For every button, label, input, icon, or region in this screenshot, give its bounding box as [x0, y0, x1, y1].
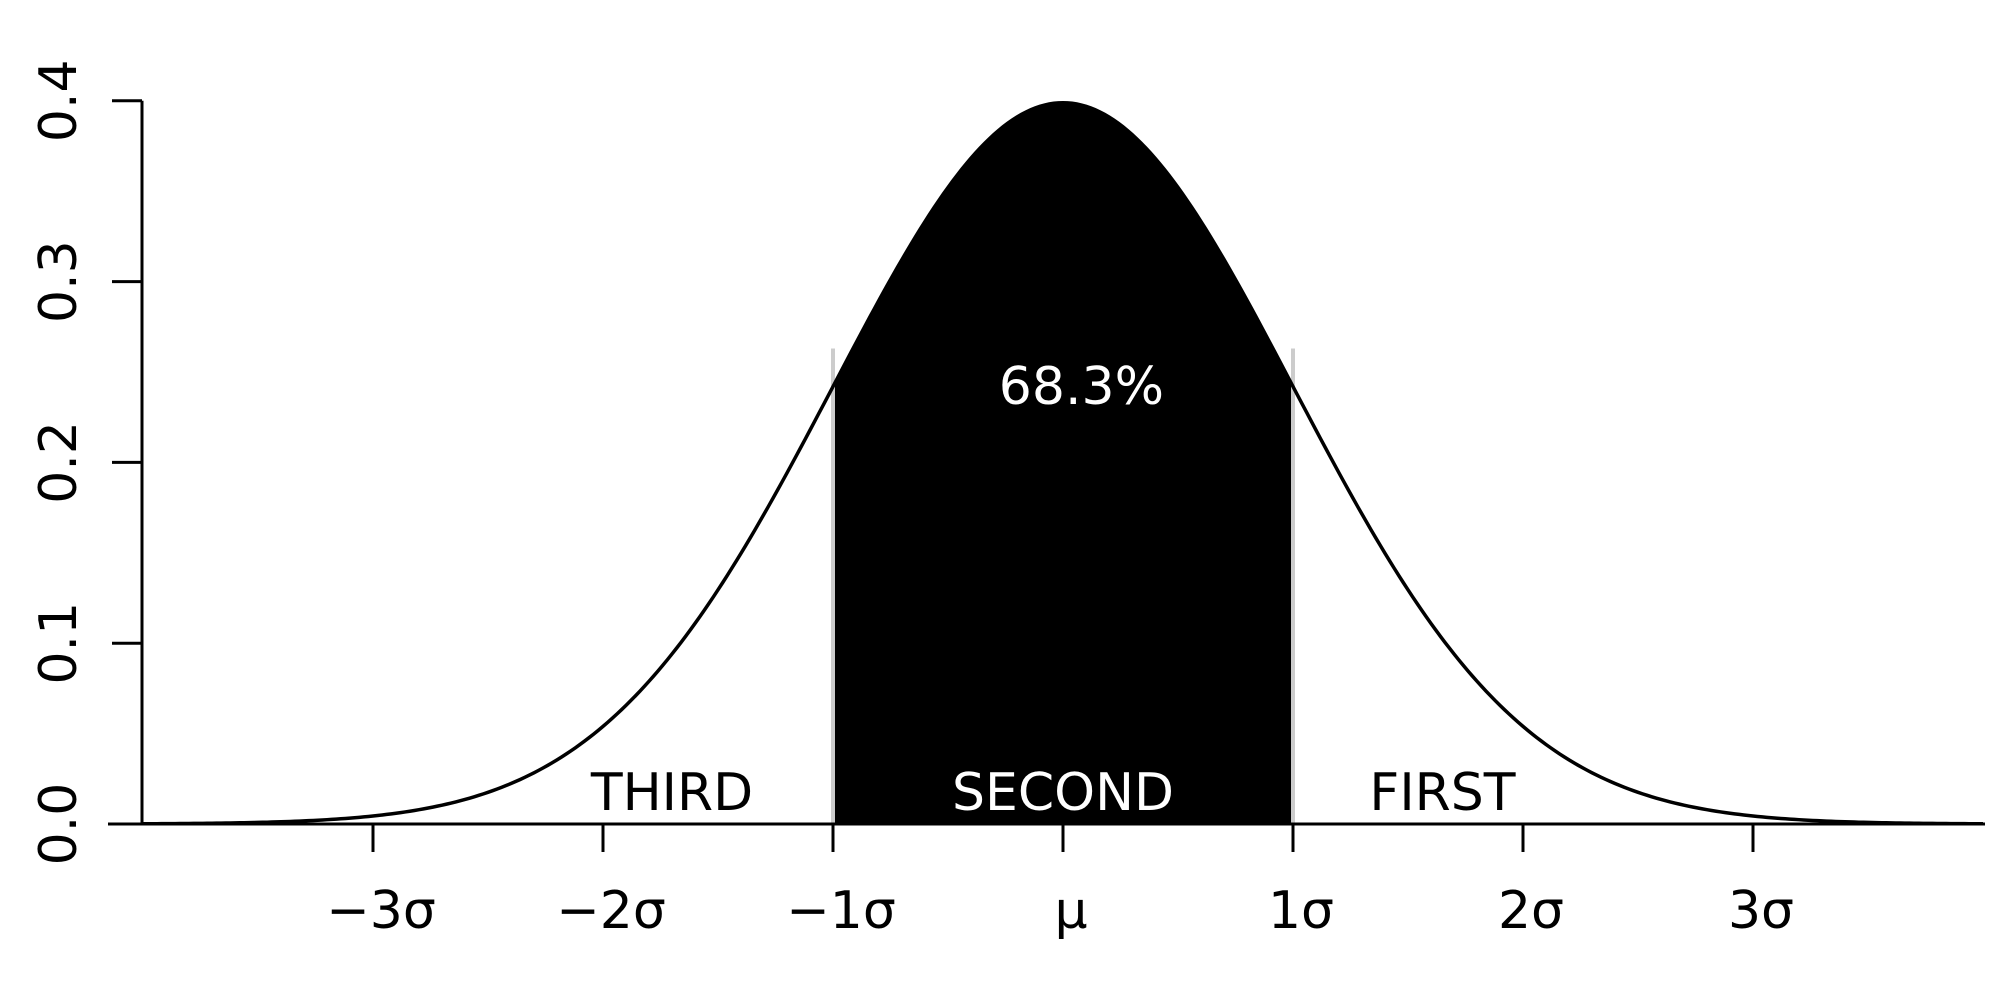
- x-tick-label: 2σ: [1498, 881, 1564, 941]
- y-tick-label: 0.3: [29, 240, 89, 323]
- region-label-second: SECOND: [952, 763, 1174, 823]
- y-tick-label: 0.1: [29, 602, 89, 685]
- y-tick-label: 0.0: [29, 783, 89, 866]
- y-tick-label: 0.2: [29, 421, 89, 504]
- x-tick-label: −2σ: [556, 881, 666, 941]
- normal-curve-line: [142, 100, 1984, 826]
- region-labels: THIRD SECOND FIRST: [590, 763, 1516, 823]
- x-tick-label: μ: [1054, 881, 1087, 941]
- y-tick-label: 0.4: [29, 59, 89, 142]
- x-axis-ticks: −3σ −2σ −1σ μ 1σ 2σ 3σ: [326, 824, 1794, 941]
- region-label-third: THIRD: [590, 763, 753, 823]
- plot-area: −3σ −2σ −1σ μ 1σ 2σ 3σ 0.0 0.1 0.2 0.3 0.4 THIRD SE…: [29, 59, 1985, 941]
- x-tick-label: 3σ: [1728, 881, 1794, 941]
- region-label-first: FIRST: [1369, 763, 1515, 823]
- x-tick-label: −3σ: [326, 881, 436, 941]
- shaded-region-1sigma: [833, 102, 1293, 824]
- x-tick-label: −1σ: [786, 881, 896, 941]
- y-axis-ticks: 0.0 0.1 0.2 0.3 0.4: [29, 59, 142, 865]
- x-tick-label: 1σ: [1268, 881, 1334, 941]
- shaded-region-percent-label: 68.3%: [999, 357, 1164, 417]
